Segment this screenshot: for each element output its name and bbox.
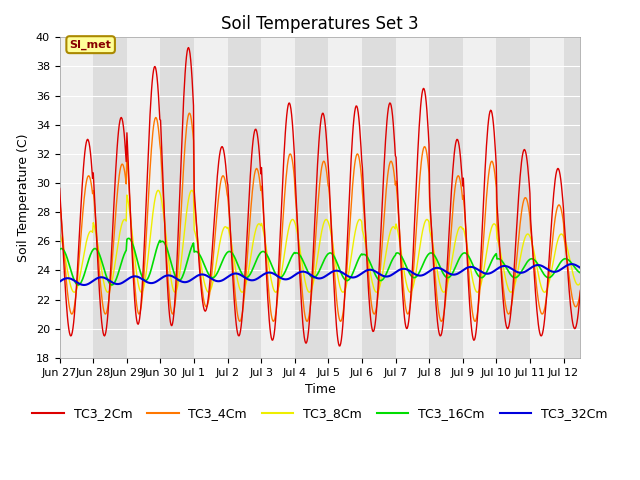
Bar (261, 37, 295, 358)
Y-axis label: Soil Temperature (C): Soil Temperature (C) (17, 133, 30, 262)
Bar (127, 37, 161, 358)
X-axis label: Time: Time (305, 383, 335, 396)
Bar (530, 37, 564, 358)
Bar (194, 37, 228, 358)
Bar (328, 37, 362, 358)
Text: SI_met: SI_met (70, 39, 111, 50)
Legend: TC3_2Cm, TC3_4Cm, TC3_8Cm, TC3_16Cm, TC3_32Cm: TC3_2Cm, TC3_4Cm, TC3_8Cm, TC3_16Cm, TC3… (28, 403, 612, 425)
Bar (396, 37, 429, 358)
Bar (60, 37, 93, 358)
Title: Soil Temperatures Set 3: Soil Temperatures Set 3 (221, 15, 419, 33)
Bar (463, 37, 497, 358)
